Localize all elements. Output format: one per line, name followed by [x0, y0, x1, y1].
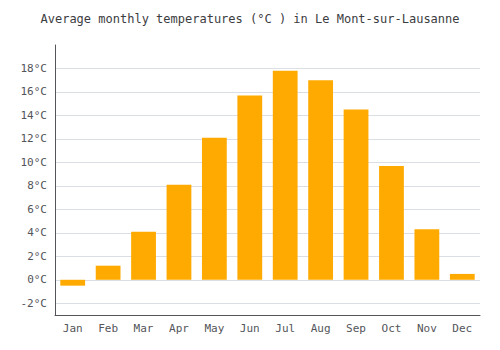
svg-text:10°C: 10°C	[21, 156, 48, 169]
svg-text:May: May	[204, 322, 224, 335]
svg-text:-2°C: -2°C	[21, 297, 48, 310]
svg-text:Jul: Jul	[275, 322, 295, 335]
svg-text:12°C: 12°C	[21, 132, 48, 145]
svg-text:16°C: 16°C	[21, 85, 48, 98]
svg-text:6°C: 6°C	[27, 203, 47, 216]
svg-text:Sep: Sep	[346, 322, 366, 335]
svg-text:Mar: Mar	[134, 322, 154, 335]
svg-text:Jun: Jun	[240, 322, 260, 335]
svg-text:Dec: Dec	[452, 322, 472, 335]
svg-text:18°C: 18°C	[21, 62, 48, 75]
svg-text:2°C: 2°C	[27, 250, 47, 263]
svg-text:Oct: Oct	[382, 322, 402, 335]
svg-text:Feb: Feb	[98, 322, 118, 335]
svg-text:0°C: 0°C	[27, 273, 47, 286]
svg-text:Apr: Apr	[169, 322, 189, 335]
svg-text:Average monthly temperatures (: Average monthly temperatures (°C ) in Le…	[40, 12, 459, 26]
svg-text:Jan: Jan	[63, 322, 83, 335]
svg-text:4°C: 4°C	[27, 226, 47, 239]
svg-text:14°C: 14°C	[21, 109, 48, 122]
svg-text:Aug: Aug	[311, 322, 331, 335]
svg-text:Nov: Nov	[417, 322, 437, 335]
svg-text:8°C: 8°C	[27, 179, 47, 192]
